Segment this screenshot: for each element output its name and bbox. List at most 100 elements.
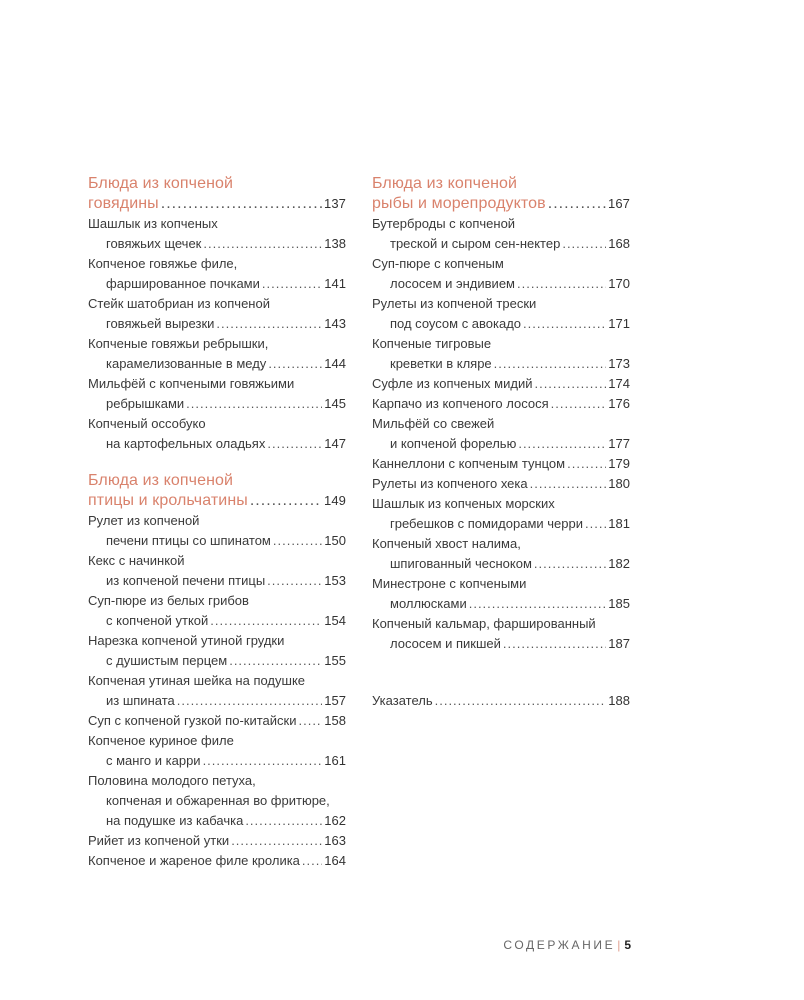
entry-last-line[interactable]: креветки в кляре 173 — [372, 354, 630, 374]
entry-last-line[interactable]: гребешков с помидорами черри 181 — [372, 514, 630, 534]
dot-leader — [216, 314, 322, 334]
toc-entry[interactable]: Карпачо из копченого лосося 176 — [372, 394, 630, 414]
dot-leader — [518, 434, 606, 454]
toc-entry[interactable]: Стейк шатобриан из копченой говяжьей выре… — [88, 294, 346, 334]
dot-leader — [210, 611, 322, 631]
toc-entry[interactable]: Копченый оссобуко на картофельных оладьях… — [88, 414, 346, 454]
page-number: 155 — [324, 653, 346, 668]
entry-last-line[interactable]: Рийет из копченой утки 163 — [88, 831, 346, 851]
entry-last-line[interactable]: моллюсками 185 — [372, 594, 630, 614]
toc-entry[interactable]: Суп-пюре из белых грибов с копченой уткой… — [88, 591, 346, 631]
entry-line: Копченый хвост налима, — [372, 536, 521, 551]
entry-last-line[interactable]: под соусом с авокадо 171 — [372, 314, 630, 334]
heading-last-line[interactable]: рыбы и морепродуктов 167 — [372, 194, 630, 214]
entry-last-line[interactable]: из копченой печени птицы 153 — [88, 571, 346, 591]
toc-entry[interactable]: Копченая утиная шейка на подушке из шпина… — [88, 671, 346, 711]
toc-entry[interactable]: Копченое куриное филе с манго и карри 161 — [88, 731, 346, 771]
entry-last-line[interactable]: с манго и карри 161 — [88, 751, 346, 771]
toc-column-left: Блюда из копченой говядины 137 Шашлык из ко… — [88, 174, 346, 888]
section-heading[interactable]: Блюда из копченой говядины 137 — [88, 174, 346, 214]
dot-leader — [585, 514, 606, 534]
toc-entry[interactable]: Бутерброды с копченой треской и сыром сен… — [372, 214, 630, 254]
dot-leader — [273, 531, 322, 551]
entry-last-line[interactable]: на подушке из кабачка 162 — [88, 811, 346, 831]
page-number: 173 — [608, 356, 630, 371]
dot-leader — [562, 234, 606, 254]
page-number: 153 — [324, 573, 346, 588]
heading-last-line[interactable]: птицы и крольчатины 149 — [88, 491, 346, 511]
entry-last-line[interactable]: на картофельных оладьях 147 — [88, 434, 346, 454]
section-heading[interactable]: Блюда из копченой птицы и крольчатины 149 — [88, 471, 346, 511]
toc-section: Блюда из копченой птицы и крольчатины 149 Р… — [88, 471, 346, 871]
toc-entry[interactable]: Копченые тигровые креветки в кляре 173 — [372, 334, 630, 374]
entry-last-line[interactable]: с душистым перцем 155 — [88, 651, 346, 671]
entry-last-line[interactable]: печени птицы со шпинатом 150 — [88, 531, 346, 551]
toc-entry[interactable]: Нарезка копченой утиной грудки с душистым… — [88, 631, 346, 671]
toc-entry[interactable]: Кекс с начинкой из копченой печени птицы 1… — [88, 551, 346, 591]
entry-last-line[interactable]: говяжьей вырезки 143 — [88, 314, 346, 334]
entry-last-line[interactable]: из шпината 157 — [88, 691, 346, 711]
toc-entry[interactable]: Шашлык из копченых морских гребешков с по… — [372, 494, 630, 534]
dot-leader — [267, 434, 322, 454]
entry-title: рыбы и морепродуктов — [372, 195, 546, 212]
page-number: 163 — [324, 833, 346, 848]
page-number: 145 — [324, 396, 346, 411]
entry-last-line[interactable]: шпигованный чесноком 182 — [372, 554, 630, 574]
entry-line: Бутерброды с копченой — [372, 216, 516, 231]
toc-entry[interactable]: Половина молодого петуха, копченая и обжа… — [88, 771, 346, 831]
page-number: 171 — [608, 316, 630, 331]
entry-line: Минестроне с копчеными — [372, 576, 527, 591]
page-number: 181 — [608, 516, 630, 531]
entry-last-line[interactable]: с копченой уткой 154 — [88, 611, 346, 631]
toc-entry[interactable]: Суп с копченой гузкой по-китайски 158 — [88, 711, 346, 731]
entry-line: Стейк шатобриан из копченой — [88, 296, 270, 311]
toc-entry[interactable]: Копченые говяжьи ребрышки, карамелизованн… — [88, 334, 346, 374]
entry-line: Нарезка копченой утиной грудки — [88, 633, 285, 648]
toc-entry[interactable]: Рулет из копченой печени птицы со шпинато… — [88, 511, 346, 551]
toc-entry[interactable]: Копченое говяжье филе, фаршированное почк… — [88, 254, 346, 294]
entry-last-line[interactable]: Карпачо из копченого лосося 176 — [372, 394, 630, 414]
entry-title: с манго и карри — [106, 753, 201, 768]
toc-entry[interactable]: Мильфёй со свежей и копченой форелью 177 — [372, 414, 630, 454]
entry-last-line[interactable]: Суп с копченой гузкой по-китайски 158 — [88, 711, 346, 731]
entry-last-line[interactable]: Каннеллони с копченым тунцом 179 — [372, 454, 630, 474]
entry-last-line[interactable]: Рулеты из копченого хека 180 — [372, 474, 630, 494]
toc-entry[interactable]: Копченый хвост налима, шпигованный чеснок… — [372, 534, 630, 574]
entry-last-line[interactable]: лососем и эндивием 170 — [372, 274, 630, 294]
toc-entry[interactable]: Мильфёй с копчеными говяжьими ребрышками 1… — [88, 374, 346, 414]
dot-leader — [177, 691, 323, 711]
toc-entry[interactable]: Рулеты из копченого хека 180 — [372, 474, 630, 494]
page-number: 167 — [608, 196, 630, 211]
page-number: 187 — [608, 636, 630, 651]
toc-entry-index[interactable]: Указатель 188 — [372, 691, 630, 711]
entry-title: шпигованный чесноком — [390, 556, 532, 571]
toc-entry[interactable]: Минестроне с копчеными моллюсками 185 — [372, 574, 630, 614]
running-footer: СОДЕРЖАНИЕ | 5 — [503, 938, 631, 952]
entry-last-line[interactable]: фаршированное почками 141 — [88, 274, 346, 294]
entry-last-line[interactable]: Суфле из копченых мидий 174 — [372, 374, 630, 394]
entry-last-line[interactable]: лососем и пикшей 187 — [372, 634, 630, 654]
entry-last-line[interactable]: Копченое и жареное филе кролика 164 — [88, 851, 346, 871]
entry-last-line[interactable]: карамелизованные в меду 144 — [88, 354, 346, 374]
page-number: 137 — [324, 196, 346, 211]
toc-entry[interactable]: Рийет из копченой утки 163 — [88, 831, 346, 851]
entry-line: Копченая утиная шейка на подушке — [88, 673, 306, 688]
entry-last-line[interactable]: ребрышками 145 — [88, 394, 346, 414]
dot-leader — [203, 751, 323, 771]
toc-entry[interactable]: Суфле из копченых мидий 174 — [372, 374, 630, 394]
toc-entry[interactable]: Шашлык из копченых говяжьих щечек 138 — [88, 214, 346, 254]
toc-section: Блюда из копченой рыбы и морепродуктов 167… — [372, 174, 630, 654]
entry-last-line[interactable]: и копченой форелью 177 — [372, 434, 630, 454]
entry-last-line[interactable]: говяжьих щечек 138 — [88, 234, 346, 254]
toc-entry[interactable]: Рулеты из копченой трески под соусом с ав… — [372, 294, 630, 334]
section-heading[interactable]: Блюда из копченой рыбы и морепродуктов 167 — [372, 174, 630, 214]
toc-entry[interactable]: Копченое и жареное филе кролика 164 — [88, 851, 346, 871]
toc-entry[interactable]: Суп-пюре с копченым лососем и эндивием 170 — [372, 254, 630, 294]
toc-entry[interactable]: Каннеллони с копченым тунцом 179 — [372, 454, 630, 474]
heading-last-line[interactable]: говядины 137 — [88, 194, 346, 214]
page-number: 150 — [324, 533, 346, 548]
dot-leader — [534, 554, 606, 574]
entry-last-line[interactable]: треской и сыром сен-нектер 168 — [372, 234, 630, 254]
dot-leader — [548, 194, 606, 214]
toc-entry[interactable]: Копченый кальмар, фаршированный лососем и… — [372, 614, 630, 654]
